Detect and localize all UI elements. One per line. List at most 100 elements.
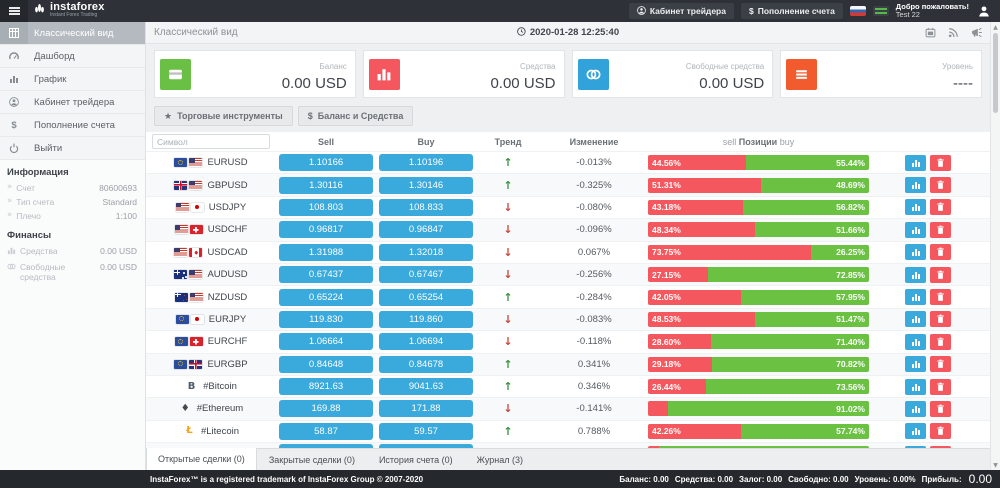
page-title: Классический вид — [154, 27, 238, 38]
sell-price-button[interactable]: 1.30116 — [279, 176, 373, 194]
change-cell: 0.346% — [577, 381, 611, 393]
sell-price-button[interactable]: 119.830 — [279, 310, 373, 328]
flag-eu-icon — [174, 158, 188, 168]
delete-symbol-button[interactable] — [930, 311, 951, 328]
positions-cell: 91.02% — [648, 401, 905, 417]
delete-symbol-button[interactable] — [930, 177, 951, 194]
sell-price-button[interactable]: 0.65224 — [279, 288, 373, 306]
sell-price-button[interactable]: 0.96817 — [279, 221, 373, 239]
open-chart-button[interactable] — [905, 289, 926, 306]
buy-price-button[interactable]: 1.32018 — [379, 243, 473, 261]
buy-price-button[interactable]: 0.65254 — [379, 288, 473, 306]
delete-symbol-button[interactable] — [930, 423, 951, 440]
scroll-down-arrow[interactable]: ▼ — [993, 461, 998, 469]
sell-price-button[interactable]: 8921.63 — [279, 378, 373, 396]
rss-icon[interactable] — [948, 27, 959, 38]
delete-symbol-button[interactable] — [930, 445, 951, 448]
scrollbar-thumb[interactable] — [993, 33, 998, 113]
sell-price-button[interactable] — [279, 444, 373, 448]
open-chart-button[interactable] — [905, 378, 926, 395]
open-chart-button[interactable] — [905, 400, 926, 417]
sell-price-button[interactable]: 1.31988 — [279, 243, 373, 261]
positions-cell: 42.26% 57.74% — [648, 423, 905, 439]
vertical-scrollbar[interactable]: ▲ ▼ — [990, 22, 1000, 470]
tab-0[interactable]: Открытые сделки (0) — [146, 448, 257, 470]
delete-symbol-button[interactable] — [930, 199, 951, 216]
buy-price-button[interactable]: 1.10196 — [379, 154, 473, 172]
scroll-up-arrow[interactable]: ▲ — [993, 23, 998, 31]
footer-stat: Свободно: 0.00 — [788, 474, 849, 484]
sell-price-button[interactable]: 0.67437 — [279, 266, 373, 284]
calendar-icon[interactable] — [925, 27, 936, 38]
open-chart-button[interactable] — [905, 333, 926, 350]
positions-cell: 43.18% 56.82% — [648, 199, 905, 215]
delete-symbol-button[interactable] — [930, 400, 951, 417]
sell-price-button[interactable]: 58.87 — [279, 422, 373, 440]
sidebar-item-5[interactable]: Выйти — [0, 137, 145, 160]
buy-price-button[interactable]: 0.96847 — [379, 221, 473, 239]
buy-price-button[interactable]: 0.84678 — [379, 355, 473, 373]
quote-row-7: EURJPY 119.830 119.860 ↓ -0.083% 48.53% 5… — [146, 307, 990, 331]
symbol-filter-input[interactable] — [152, 134, 270, 149]
sell-price-button[interactable]: 0.84648 — [279, 355, 373, 373]
toolbar-button-1[interactable]: $ Баланс и Средства — [297, 106, 414, 126]
open-chart-button[interactable] — [905, 221, 926, 238]
avatar-icon[interactable] — [976, 3, 992, 19]
delete-symbol-button[interactable] — [930, 333, 951, 350]
open-chart-button[interactable] — [905, 154, 926, 171]
brand-subtitle: Instant Forex Trading — [50, 12, 98, 18]
open-chart-button[interactable] — [905, 423, 926, 440]
buy-price-button[interactable]: 9041.63 — [379, 378, 473, 396]
trader-cabinet-button[interactable]: Кабинет трейдера — [628, 3, 734, 19]
open-chart-button[interactable] — [905, 356, 926, 373]
brand-logo[interactable]: instaforex Instant Forex Trading — [33, 2, 105, 20]
change-cell: -0.080% — [576, 201, 612, 213]
tab-1[interactable]: Закрытые сделки (0) — [268, 454, 355, 465]
open-chart-button[interactable] — [905, 244, 926, 261]
delete-symbol-button[interactable] — [930, 266, 951, 283]
open-chart-button[interactable] — [905, 266, 926, 283]
footer-stat: Баланс: 0.00 — [619, 474, 669, 484]
sell-price-button[interactable]: 108.803 — [279, 198, 373, 216]
stat-card-1: Средства 0.00 USD — [362, 50, 565, 98]
deposit-button[interactable]: $ Пополнение счета — [740, 3, 843, 19]
buy-price-button[interactable]: 119.860 — [379, 310, 473, 328]
menu-toggle-button[interactable] — [0, 0, 28, 22]
buy-price-button[interactable]: 171.88 — [379, 400, 473, 418]
russian-flag-icon[interactable] — [849, 6, 866, 16]
sidebar-item-1[interactable]: Дашборд — [0, 45, 145, 68]
open-chart-button[interactable] — [905, 199, 926, 216]
star-icon: ★ — [164, 111, 173, 122]
tab-2[interactable]: История счета (0) — [378, 454, 453, 465]
footer-stat: Залог: 0.00 — [739, 474, 783, 484]
buy-price-button[interactable]: 0.67467 — [379, 266, 473, 284]
sidebar-item-4[interactable]: $ Пополнение счета — [0, 114, 145, 137]
buy-price-button[interactable]: 108.833 — [379, 198, 473, 216]
sidebar-item-3[interactable]: Кабинет трейдера — [0, 91, 145, 114]
sidebar-data-row: Средства 0.00 USD — [0, 244, 145, 260]
delete-symbol-button[interactable] — [930, 244, 951, 261]
green-flag-icon[interactable] — [872, 6, 889, 16]
delete-symbol-button[interactable] — [930, 221, 951, 238]
sell-price-button[interactable]: 1.06664 — [279, 333, 373, 351]
sell-price-button[interactable]: 169.88 — [279, 400, 373, 418]
buy-price-button[interactable]: 1.30146 — [379, 176, 473, 194]
buy-price-button[interactable]: 59.57 — [379, 422, 473, 440]
open-chart-button[interactable] — [905, 445, 926, 448]
delete-symbol-button[interactable] — [930, 154, 951, 171]
sidebar-item-2[interactable]: График — [0, 68, 145, 91]
delete-symbol-button[interactable] — [930, 378, 951, 395]
tab-3[interactable]: Журнал (3) — [476, 454, 524, 465]
buy-price-button[interactable] — [379, 444, 473, 448]
sell-price-button[interactable]: 1.10166 — [279, 154, 373, 172]
sidebar-item-0[interactable]: Классический вид — [0, 22, 145, 45]
toolbar-button-0[interactable]: ★ Торговые инструменты — [154, 106, 293, 126]
open-chart-button[interactable] — [905, 311, 926, 328]
megaphone-icon[interactable] — [971, 27, 982, 38]
quote-row-5: AUDUSD 0.67437 0.67467 ↓ -0.256% 27.15% 7… — [146, 262, 990, 286]
delete-symbol-button[interactable] — [930, 289, 951, 306]
positions-cell: 26.44% 73.56% — [648, 379, 905, 395]
open-chart-button[interactable] — [905, 177, 926, 194]
buy-price-button[interactable]: 1.06694 — [379, 333, 473, 351]
delete-symbol-button[interactable] — [930, 356, 951, 373]
